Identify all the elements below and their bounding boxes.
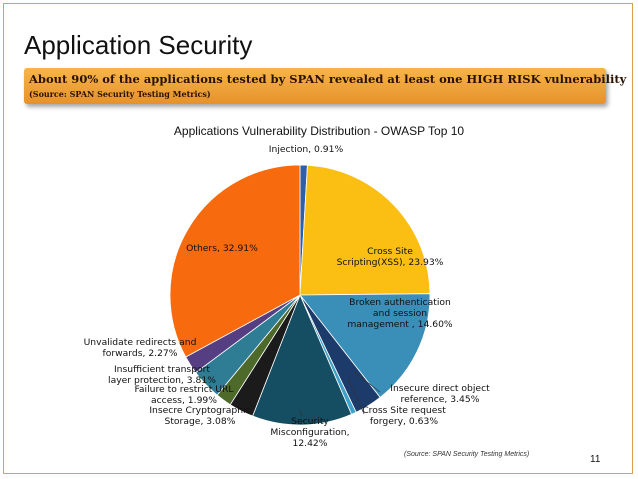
chart-title: Applications Vulnerability Distribution … xyxy=(173,124,465,138)
slice-label: Unvalidate redirects and forwards, 2.27% xyxy=(84,337,197,359)
slice-label: Broken authentication and session manageme… xyxy=(347,297,453,330)
pie-slice xyxy=(299,293,431,398)
slice-label: Insecure direct object reference, 3.45% xyxy=(390,383,490,405)
slice-label: Insecre Cryptographic Storage, 3.08% xyxy=(149,405,250,427)
banner-source: (Source: SPAN Security Testing Metrics) xyxy=(29,89,211,99)
slice-label: Cross Site request forgery, 0.63% xyxy=(362,405,446,427)
pie-slice xyxy=(169,164,301,358)
page-number: 11 xyxy=(590,454,601,465)
pie-slice xyxy=(252,293,353,426)
leader-line xyxy=(353,371,381,393)
banner-headline: About 90% of the applications tested by … xyxy=(29,72,627,86)
slide-title: Application Security xyxy=(24,30,253,60)
slice-label: Others, 32.91% xyxy=(186,243,258,254)
slice-label: Failure to restrict URL access, 1.99% xyxy=(134,384,234,406)
slice-label: Cross Site Scripting(XSS), 23.93% xyxy=(337,246,444,268)
pie-slice xyxy=(299,164,431,296)
slice-label: Insufficient transport layer protection, … xyxy=(108,364,216,386)
slice-label: Security Misconfiguration, 12.42% xyxy=(270,416,349,449)
highlight-banner: About 90% of the applications tested by … xyxy=(24,68,626,104)
slide-frame xyxy=(3,3,633,474)
leader-line xyxy=(347,377,365,415)
slice-label: Injection, 0.91% xyxy=(269,144,344,155)
leader-line xyxy=(299,409,303,417)
source-note: (Source: SPAN Security Testing Metrics) xyxy=(404,451,530,458)
